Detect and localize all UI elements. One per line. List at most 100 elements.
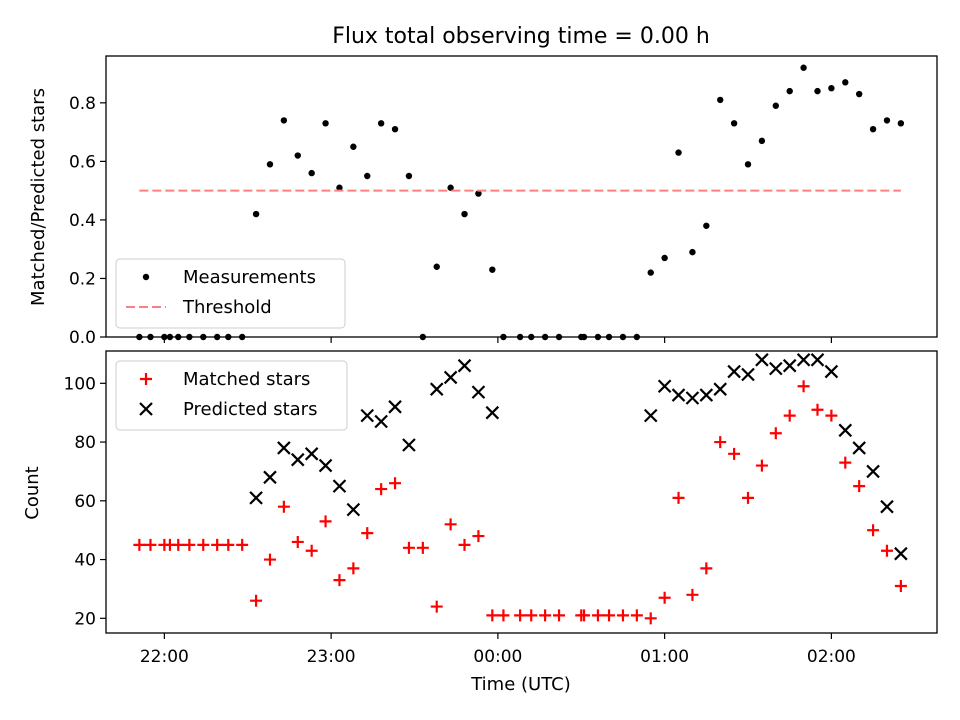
data-point <box>855 90 863 98</box>
data-point <box>758 137 766 145</box>
data-point <box>405 172 413 180</box>
data-point <box>294 152 301 159</box>
data-point <box>839 456 852 469</box>
data-point <box>444 518 457 531</box>
data-point <box>197 538 210 551</box>
data-point <box>263 553 276 566</box>
data-point <box>853 480 866 493</box>
data-point <box>458 538 471 551</box>
data-point <box>388 400 402 414</box>
data-point <box>472 530 485 543</box>
data-point <box>333 574 346 587</box>
data-point <box>630 609 643 622</box>
data-point <box>699 388 714 402</box>
data-point <box>172 538 185 551</box>
data-point <box>578 609 591 622</box>
data-point <box>810 353 825 367</box>
data-point <box>883 117 891 124</box>
data-point <box>644 612 657 625</box>
data-point <box>347 562 360 575</box>
y-tick-label: 100 <box>64 374 96 394</box>
data-point <box>603 609 616 622</box>
data-point <box>744 161 752 168</box>
y-axis-label-bottom: Count <box>22 466 43 519</box>
data-point <box>539 609 552 622</box>
data-point <box>769 427 782 440</box>
data-point <box>658 591 671 604</box>
y-tick-label: 0.2 <box>69 269 96 289</box>
data-point <box>772 102 780 109</box>
data-point <box>318 458 333 473</box>
data-point <box>263 470 277 485</box>
data-point <box>389 477 402 490</box>
data-point <box>852 441 866 455</box>
data-point <box>222 538 235 551</box>
data-point <box>786 87 793 95</box>
data-point <box>364 172 371 180</box>
data-point <box>800 64 807 71</box>
data-point <box>838 423 853 438</box>
data-point <box>661 254 668 262</box>
top-panel: 0.0 0.2 0.4 0.6 0.8 Measurements Threshold <box>69 55 938 348</box>
data-point <box>616 609 629 622</box>
data-point <box>782 358 797 373</box>
data-point <box>457 358 472 373</box>
data-point <box>685 391 700 405</box>
data-point <box>475 190 482 197</box>
x-axis-label: Time (UTC) <box>470 674 571 695</box>
data-point <box>647 269 654 276</box>
data-point <box>713 382 727 396</box>
chart-title: Flux total observing time = 0.00 h <box>332 24 710 49</box>
data-point <box>377 120 385 127</box>
data-point <box>842 79 849 86</box>
data-point <box>880 544 893 557</box>
data-point <box>828 84 835 92</box>
data-point <box>277 441 291 455</box>
data-point <box>894 546 908 561</box>
data-point <box>250 594 263 607</box>
data-point <box>266 161 274 168</box>
data-point <box>796 353 811 367</box>
data-point <box>717 96 724 104</box>
data-point <box>291 535 304 548</box>
data-point <box>447 184 454 191</box>
data-point <box>728 447 741 460</box>
data-point <box>525 609 538 622</box>
data-point <box>236 538 249 551</box>
data-point <box>374 414 388 429</box>
data-point <box>894 580 907 592</box>
data-point <box>700 562 713 575</box>
y-tick-label: 40 <box>74 551 96 571</box>
data-point <box>686 588 699 601</box>
data-point <box>471 385 486 399</box>
data-point <box>489 266 496 273</box>
legend-label: Matched stars <box>183 369 310 390</box>
data-point <box>280 117 288 124</box>
data-point <box>252 210 260 218</box>
y-tick-label: 80 <box>74 433 96 453</box>
data-point <box>402 438 416 452</box>
data-point <box>643 408 658 423</box>
x-tick-label: 01:00 <box>640 647 689 667</box>
data-point <box>305 544 318 557</box>
data-point <box>825 409 838 422</box>
data-point <box>461 210 468 218</box>
data-point <box>211 538 224 551</box>
bottom-panel: 20 40 60 80 100 22:00 23:00 00:00 01:00 02:00 Matc… <box>64 350 938 667</box>
legend-marker <box>139 402 153 416</box>
data-point <box>350 143 357 150</box>
data-point <box>144 538 157 551</box>
data-point <box>346 502 361 517</box>
data-point <box>714 436 727 449</box>
legend-label: Threshold <box>182 297 272 318</box>
y-tick-label: 0.8 <box>69 94 96 114</box>
x-tick-label: 02:00 <box>807 647 856 667</box>
data-point <box>277 500 290 513</box>
data-point <box>869 125 877 133</box>
data-point <box>730 120 738 127</box>
data-point <box>867 524 880 537</box>
legend-marker <box>140 373 152 385</box>
y-axis-label-top: Matched/Predicted stars <box>28 88 49 306</box>
data-point <box>824 364 839 379</box>
